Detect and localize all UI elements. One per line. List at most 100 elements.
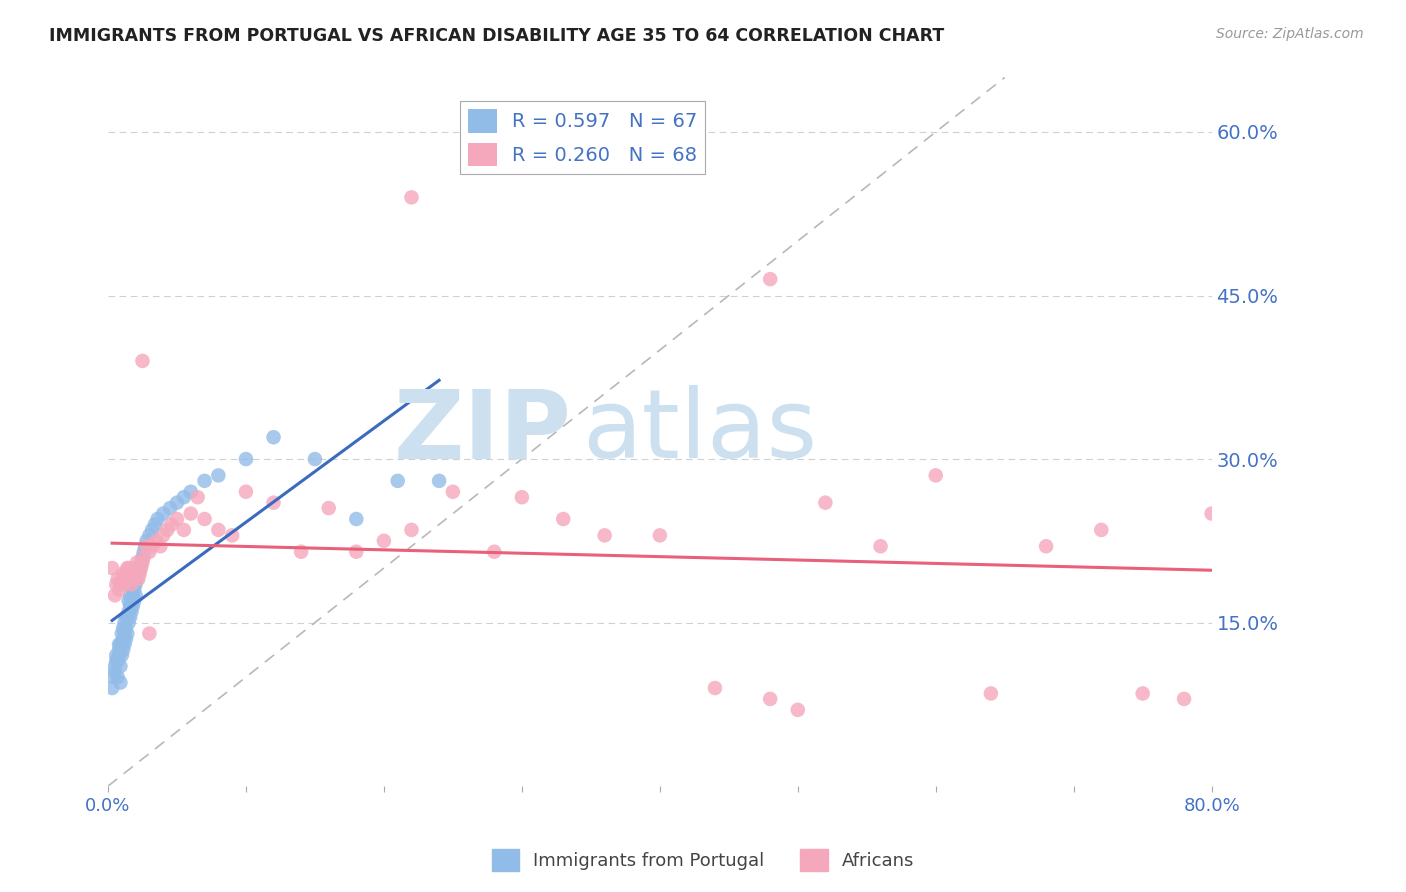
- Point: [441, 484, 464, 499]
- Point: [120, 605, 142, 619]
- Point: [152, 528, 174, 542]
- Point: [118, 594, 141, 608]
- Point: [187, 490, 209, 504]
- Point: [138, 528, 160, 542]
- Point: [401, 190, 423, 204]
- Point: [159, 501, 181, 516]
- Point: [118, 561, 141, 575]
- Point: [1201, 507, 1223, 521]
- Point: [114, 626, 136, 640]
- Point: [160, 517, 183, 532]
- Point: [115, 566, 138, 581]
- Point: [121, 599, 143, 614]
- Point: [193, 474, 215, 488]
- Legend: Immigrants from Portugal, Africans: Immigrants from Portugal, Africans: [485, 842, 921, 879]
- Point: [304, 452, 326, 467]
- Point: [401, 523, 423, 537]
- Point: [132, 550, 155, 565]
- Point: [127, 572, 149, 586]
- Point: [121, 572, 143, 586]
- Point: [134, 539, 156, 553]
- Point: [648, 528, 671, 542]
- Point: [138, 626, 160, 640]
- Point: [110, 637, 132, 651]
- Point: [510, 490, 533, 504]
- Point: [290, 545, 312, 559]
- Text: Source: ZipAtlas.com: Source: ZipAtlas.com: [1216, 27, 1364, 41]
- Point: [120, 599, 142, 614]
- Point: [135, 539, 157, 553]
- Point: [105, 654, 128, 668]
- Point: [115, 621, 138, 635]
- Point: [553, 512, 575, 526]
- Point: [105, 577, 128, 591]
- Point: [235, 484, 257, 499]
- Point: [114, 615, 136, 630]
- Point: [152, 507, 174, 521]
- Point: [110, 577, 132, 591]
- Point: [263, 430, 285, 444]
- Point: [111, 637, 134, 651]
- Point: [869, 539, 891, 553]
- Point: [104, 665, 127, 679]
- Point: [104, 659, 127, 673]
- Point: [132, 545, 155, 559]
- Point: [118, 615, 141, 630]
- Point: [122, 582, 145, 597]
- Point: [593, 528, 616, 542]
- Point: [138, 545, 160, 559]
- Point: [115, 610, 138, 624]
- Point: [207, 468, 229, 483]
- Point: [125, 556, 148, 570]
- Point: [166, 512, 188, 526]
- Point: [235, 452, 257, 467]
- Point: [125, 572, 148, 586]
- Point: [111, 572, 134, 586]
- Point: [704, 681, 727, 695]
- Point: [108, 648, 131, 663]
- Point: [122, 566, 145, 581]
- Point: [145, 533, 167, 548]
- Point: [110, 659, 132, 673]
- Point: [149, 539, 172, 553]
- Point: [124, 588, 146, 602]
- Point: [387, 474, 409, 488]
- Point: [1090, 523, 1112, 537]
- Point: [103, 670, 125, 684]
- Point: [107, 670, 129, 684]
- Point: [120, 588, 142, 602]
- Point: [112, 566, 135, 581]
- Point: [1173, 692, 1195, 706]
- Point: [318, 501, 340, 516]
- Point: [117, 626, 139, 640]
- Point: [925, 468, 948, 483]
- Point: [115, 632, 138, 646]
- Text: atlas: atlas: [582, 385, 818, 478]
- Point: [117, 561, 139, 575]
- Point: [120, 610, 142, 624]
- Point: [344, 545, 367, 559]
- Point: [484, 545, 506, 559]
- Point: [122, 594, 145, 608]
- Point: [117, 610, 139, 624]
- Point: [124, 577, 146, 591]
- Point: [111, 648, 134, 663]
- Point: [120, 594, 142, 608]
- Point: [129, 561, 152, 575]
- Point: [141, 539, 163, 553]
- Point: [110, 675, 132, 690]
- Point: [1132, 686, 1154, 700]
- Point: [101, 561, 124, 575]
- Point: [120, 577, 142, 591]
- Point: [128, 566, 150, 581]
- Point: [786, 703, 808, 717]
- Point: [112, 643, 135, 657]
- Point: [108, 637, 131, 651]
- Point: [156, 523, 179, 537]
- Point: [111, 626, 134, 640]
- Text: ZIP: ZIP: [394, 385, 571, 478]
- Point: [166, 496, 188, 510]
- Point: [129, 556, 152, 570]
- Point: [112, 621, 135, 635]
- Point: [759, 272, 782, 286]
